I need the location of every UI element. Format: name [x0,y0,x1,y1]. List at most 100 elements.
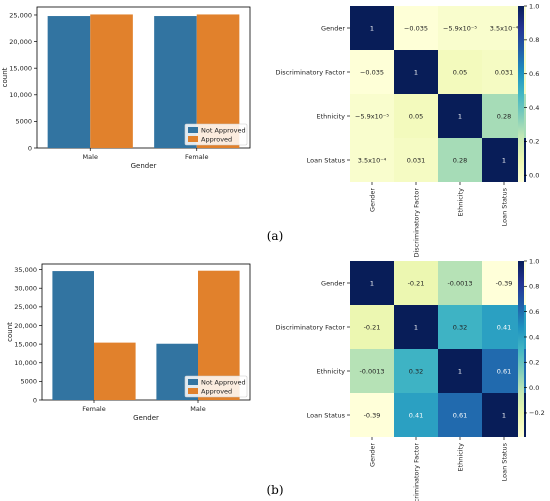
cell-value-label: 0.28 [497,112,511,120]
bar-not-approved [52,271,94,400]
heatmap-cell [394,138,438,182]
colorbar: −0.2 0.0 0.2 0.4 0.6 0.8 1.0 [518,257,545,437]
x-tick-label: Female [185,153,209,161]
col-label: Loan Status [500,187,508,226]
cell-value-label: 0.05 [409,112,423,120]
y-axis-label: count [6,322,14,342]
heatmap-cell [438,6,482,50]
row-label: Ethnicity [317,112,346,120]
colorbar-tick-label: 0.6 [529,70,539,78]
heatmap-cell [350,94,394,138]
cell-value-label: -0.21 [364,323,381,331]
cell-value-label: 0.41 [497,323,511,331]
col-label: Ethnicity [456,443,464,472]
cell-value-label: 0.61 [453,411,467,419]
bar-approved [94,342,136,400]
y-tick-label: 5000 [15,118,32,126]
row-label: Loan Status [307,156,346,164]
y-tick-label: 20,000 [14,322,37,330]
cell-value-label: 1 [458,367,462,375]
cell-value-label: −5.9x10⁻⁵ [355,112,389,120]
col-label: Discriminatory Factor [412,188,420,258]
heatmap-cell [438,94,482,138]
y-tick-label: 0 [33,396,37,404]
cell-value-label: −5.9x10⁻⁵ [443,24,477,32]
row-label: Discriminatory Factor [276,68,346,76]
legend-label: Approved [201,136,232,144]
y-tick-label: 35,000 [14,266,37,274]
heatmap-cell [350,393,394,437]
heatmap-cell [350,261,394,305]
cell-value-label: 1 [414,68,418,76]
cell-value-label: -0.39 [364,411,381,419]
y-tick-label: 10,000 [14,359,37,367]
cell-value-label: 1 [414,323,418,331]
cell-value-label: 0.05 [453,68,467,76]
legend-swatch [188,388,198,394]
cell-value-label: −0.035 [404,24,428,32]
y-tick-label: 25,000 [14,303,37,311]
panel-label-a: (a) [267,229,284,243]
col-label: Loan Status [500,442,508,481]
bar-chart-a: 0 5000 10,000 15,000 20,000 25,000 Male Female G… [1,6,251,170]
colorbar-tick-label: 0.2 [529,359,539,367]
cell-value-label: −0.035 [360,68,384,76]
colorbar-bar [518,6,524,182]
row-label: Gender [321,279,345,287]
y-tick-label: 15,000 [14,340,37,348]
legend-label: Not Approved [201,379,246,387]
legend-label: Not Approved [201,127,246,135]
y-tick-label: 0 [28,144,32,152]
plot-frame [41,263,251,401]
legend-label: Approved [201,388,232,396]
row-label: Gender [321,24,345,32]
cell-value-label: 1 [502,156,506,164]
heatmap-cell [394,6,438,50]
legend-swatch [188,379,198,385]
cell-value-label: 1 [370,24,374,32]
bar-chart-b: 0 5000 10,000 15,000 20,000 25,000 30,000 35,00… [6,263,251,422]
heatmap-cell [350,349,394,393]
colorbar: 0.0 0.2 0.4 0.6 0.8 1.0 [518,2,539,182]
heatmap-cell [394,261,438,305]
col-label: Ethnicity [456,188,464,217]
col-label: Discriminatory Factor [412,443,420,501]
heatmap-cell [394,50,438,94]
heatmap-cell [394,94,438,138]
cell-value-label: -0.0013 [359,367,384,375]
colorbar-tick-label: 0.8 [529,36,539,44]
cell-value-label: 3.5x10⁻⁴ [490,24,519,32]
colorbar-tick-label: 0.2 [529,138,539,146]
col-label: Gender [368,188,376,212]
cell-value-label: 0.031 [495,68,514,76]
cell-value-label: -0.0013 [447,279,472,287]
x-tick-label: Male [83,153,98,161]
x-axis-label: Gender [131,162,157,170]
y-tick-label: 10,000 [9,91,32,99]
cell-value-label: 1 [458,112,462,120]
heatmap-cell [350,50,394,94]
bar-approved [90,14,133,149]
row-label: Loan Status [307,411,346,419]
colorbar-tick-label: 0.8 [529,283,539,291]
cell-value-label: 0.28 [453,156,467,164]
colorbar-tick-label: 0.4 [529,104,539,112]
legend-box [184,123,248,146]
cell-value-label: 0.031 [407,156,426,164]
legend-swatch [188,136,198,142]
y-tick-label: 5000 [20,378,37,386]
heatmap-cell [350,138,394,182]
heatmap-cell [438,261,482,305]
x-axis-label: Gender [133,414,159,422]
colorbar-bar [518,261,524,437]
heatmap-cell [438,393,482,437]
heatmap-a: 1 −0.035 −5.9x10⁻⁵ 3.5x10⁻⁴ −0.035 1 0.05 0.031… [276,2,540,257]
heatmap-cell [438,305,482,349]
colorbar-tick-label: 1.0 [529,2,539,10]
y-tick-label: 30,000 [14,285,37,293]
y-tick-label: 25,000 [9,11,32,19]
heatmap-cell [350,305,394,349]
heatmap-cell [394,305,438,349]
y-axis-label: count [1,67,9,87]
colorbar-tick-label: 1.0 [529,257,539,265]
